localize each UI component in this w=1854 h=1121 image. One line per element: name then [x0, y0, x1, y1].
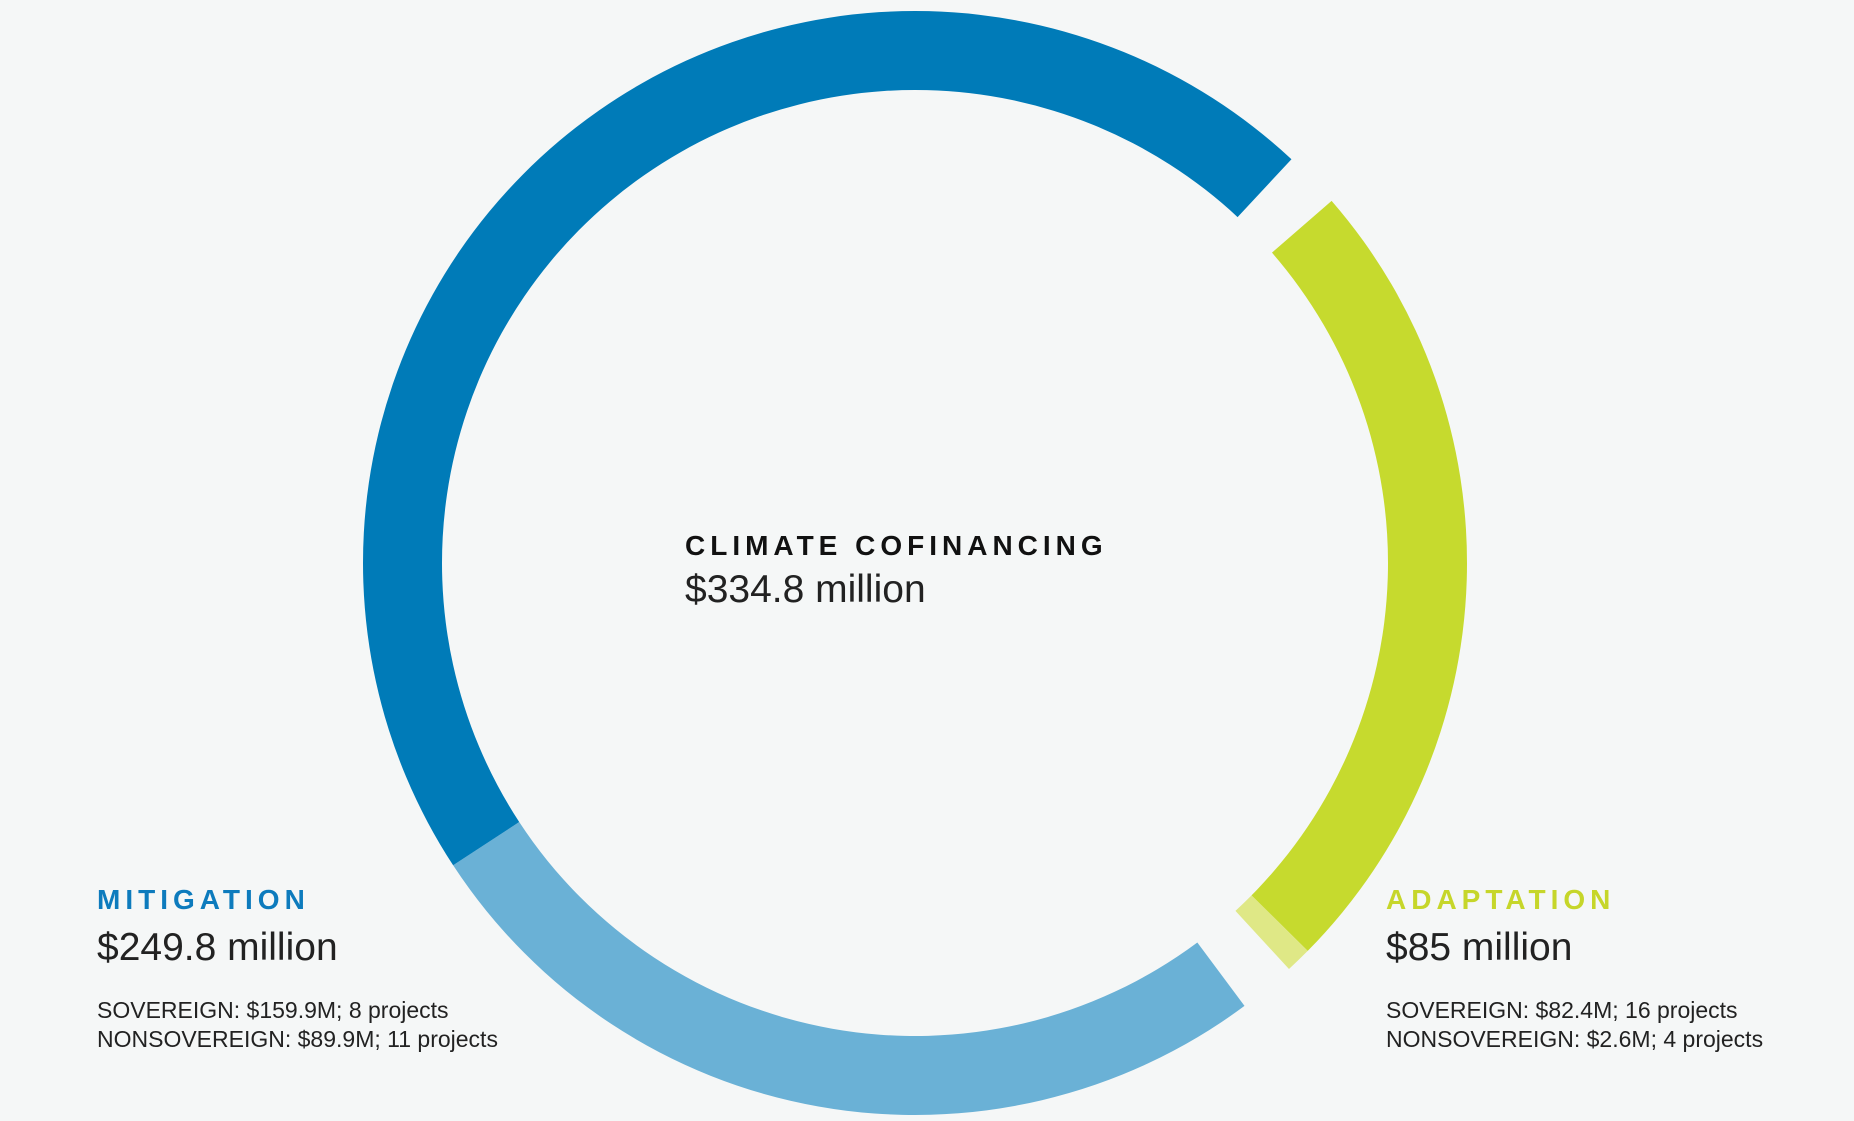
arc-mitigation-sovereign	[362, 10, 1292, 866]
mitigation-details: SOVEREIGN: $159.9M; 8 projects NONSOVERE…	[97, 996, 498, 1054]
chart-total: $334.8 million	[685, 568, 926, 611]
adaptation-title: ADAPTATION	[1386, 884, 1616, 915]
adaptation-details: SOVEREIGN: $82.4M; 16 projects NONSOVERE…	[1386, 996, 1763, 1054]
mitigation-total: $249.8 million	[97, 926, 338, 969]
adaptation-nonsovereign-detail: NONSOVEREIGN: $2.6M; 4 projects	[1386, 1026, 1764, 1052]
arc-adaptation-nonsovereign	[1235, 895, 1308, 970]
arc-mitigation-nonsovereign	[453, 822, 1245, 1115]
mitigation-sovereign-detail: SOVEREIGN: $159.9M; 8 projects	[97, 997, 449, 1023]
adaptation-sovereign-detail: SOVEREIGN: $82.4M; 16 projects	[1386, 997, 1738, 1023]
arc-adaptation-sovereign	[1251, 200, 1467, 951]
chart-title: CLIMATE COFINANCING	[685, 530, 1108, 561]
mitigation-title: MITIGATION	[97, 884, 310, 915]
adaptation-summary: ADAPTATION $85 million SOVEREIGN: $82.4M…	[1386, 884, 1763, 1054]
mitigation-nonsovereign-detail: NONSOVEREIGN: $89.9M; 11 projects	[97, 1026, 498, 1052]
adaptation-total: $85 million	[1386, 926, 1573, 969]
mitigation-summary: MITIGATION $249.8 million SOVEREIGN: $15…	[97, 884, 498, 1054]
